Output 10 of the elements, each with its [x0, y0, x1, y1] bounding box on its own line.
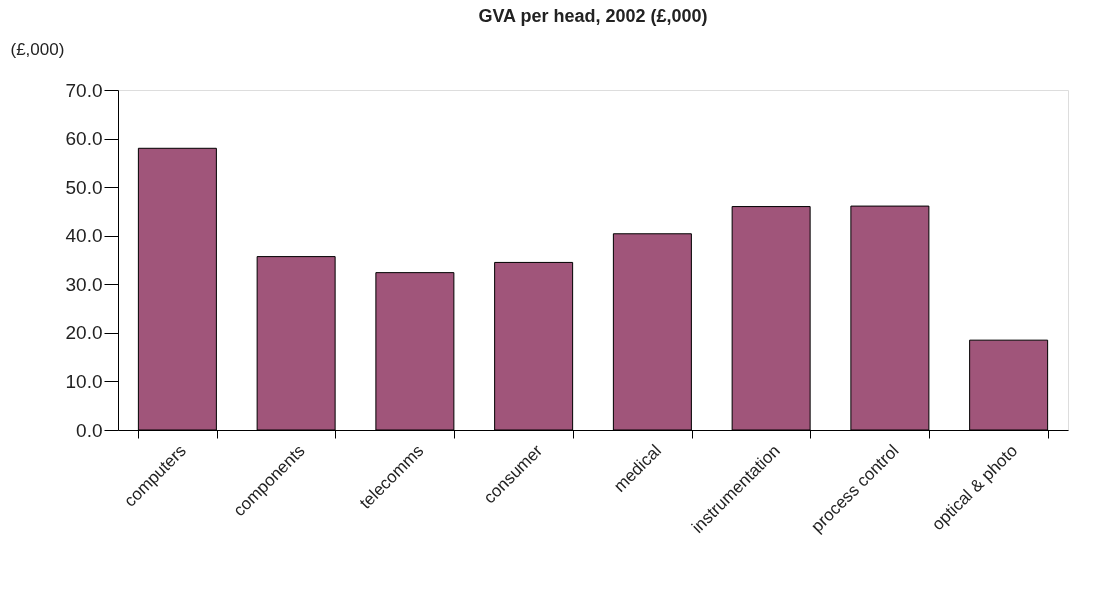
y-tick-label: 70.0 — [65, 79, 103, 101]
y-tick-label: 40.0 — [65, 225, 103, 247]
y-tick-label: 60.0 — [65, 128, 103, 150]
y-axis-title: (£,000) — [10, 39, 65, 59]
y-tick-label: 0.0 — [76, 419, 103, 441]
y-tick-label: 10.0 — [65, 370, 103, 392]
y-tick-label: 30.0 — [65, 273, 103, 295]
y-tick-label: 20.0 — [65, 322, 103, 344]
y-tick-label: 50.0 — [65, 176, 103, 198]
chart-title: GVA per head, 2002 (£,000) — [478, 6, 708, 26]
